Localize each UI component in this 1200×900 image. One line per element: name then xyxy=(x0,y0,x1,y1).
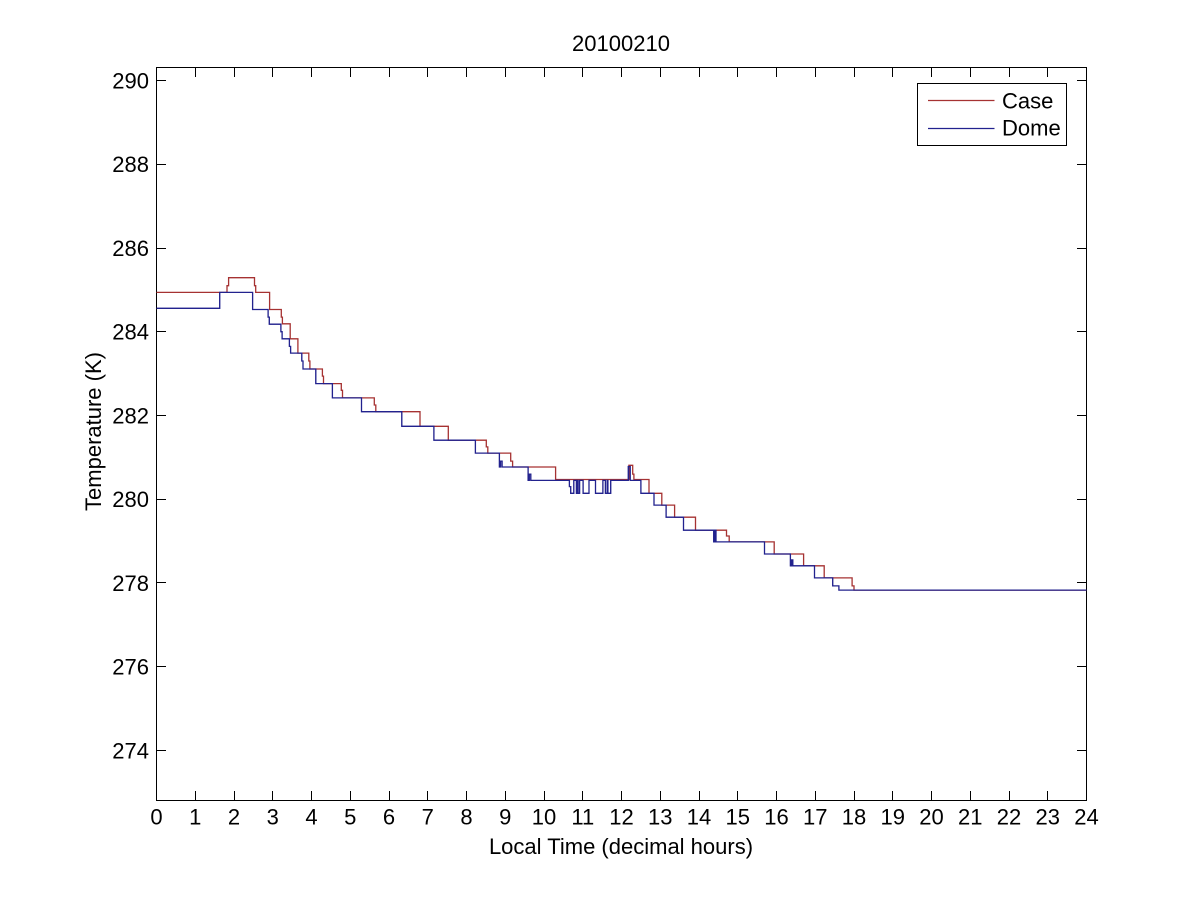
svg-text:1: 1 xyxy=(189,805,201,830)
svg-text:278: 278 xyxy=(112,571,149,596)
svg-text:5: 5 xyxy=(344,805,356,830)
svg-text:Dome: Dome xyxy=(1002,116,1061,141)
svg-text:7: 7 xyxy=(422,805,434,830)
svg-text:23: 23 xyxy=(1036,805,1060,830)
svg-text:274: 274 xyxy=(112,738,149,763)
svg-text:3: 3 xyxy=(267,805,279,830)
svg-text:9: 9 xyxy=(499,805,511,830)
svg-text:17: 17 xyxy=(803,805,827,830)
svg-text:Local Time (decimal hours): Local Time (decimal hours) xyxy=(489,834,753,859)
svg-text:4: 4 xyxy=(305,805,317,830)
svg-text:290: 290 xyxy=(112,69,149,94)
svg-text:20: 20 xyxy=(919,805,943,830)
svg-text:Case: Case xyxy=(1002,89,1053,114)
svg-text:22: 22 xyxy=(997,805,1021,830)
svg-text:21: 21 xyxy=(958,805,982,830)
svg-text:8: 8 xyxy=(460,805,472,830)
svg-text:11: 11 xyxy=(571,805,594,830)
svg-text:24: 24 xyxy=(1074,805,1098,830)
svg-text:12: 12 xyxy=(609,805,633,830)
svg-text:2: 2 xyxy=(228,805,240,830)
svg-text:10: 10 xyxy=(532,805,556,830)
svg-text:18: 18 xyxy=(842,805,866,830)
svg-text:19: 19 xyxy=(881,805,905,830)
svg-text:15: 15 xyxy=(726,805,750,830)
svg-text:288: 288 xyxy=(112,152,149,177)
svg-text:276: 276 xyxy=(112,655,149,680)
svg-text:14: 14 xyxy=(687,805,711,830)
svg-text:0: 0 xyxy=(150,805,162,830)
svg-text:13: 13 xyxy=(648,805,672,830)
svg-text:280: 280 xyxy=(112,487,149,512)
svg-text:6: 6 xyxy=(383,805,395,830)
svg-text:20100210: 20100210 xyxy=(572,31,670,56)
svg-text:16: 16 xyxy=(764,805,788,830)
svg-text:Temperature (K): Temperature (K) xyxy=(81,352,106,511)
svg-text:286: 286 xyxy=(112,236,149,261)
svg-text:284: 284 xyxy=(112,320,149,345)
svg-text:282: 282 xyxy=(112,404,149,429)
